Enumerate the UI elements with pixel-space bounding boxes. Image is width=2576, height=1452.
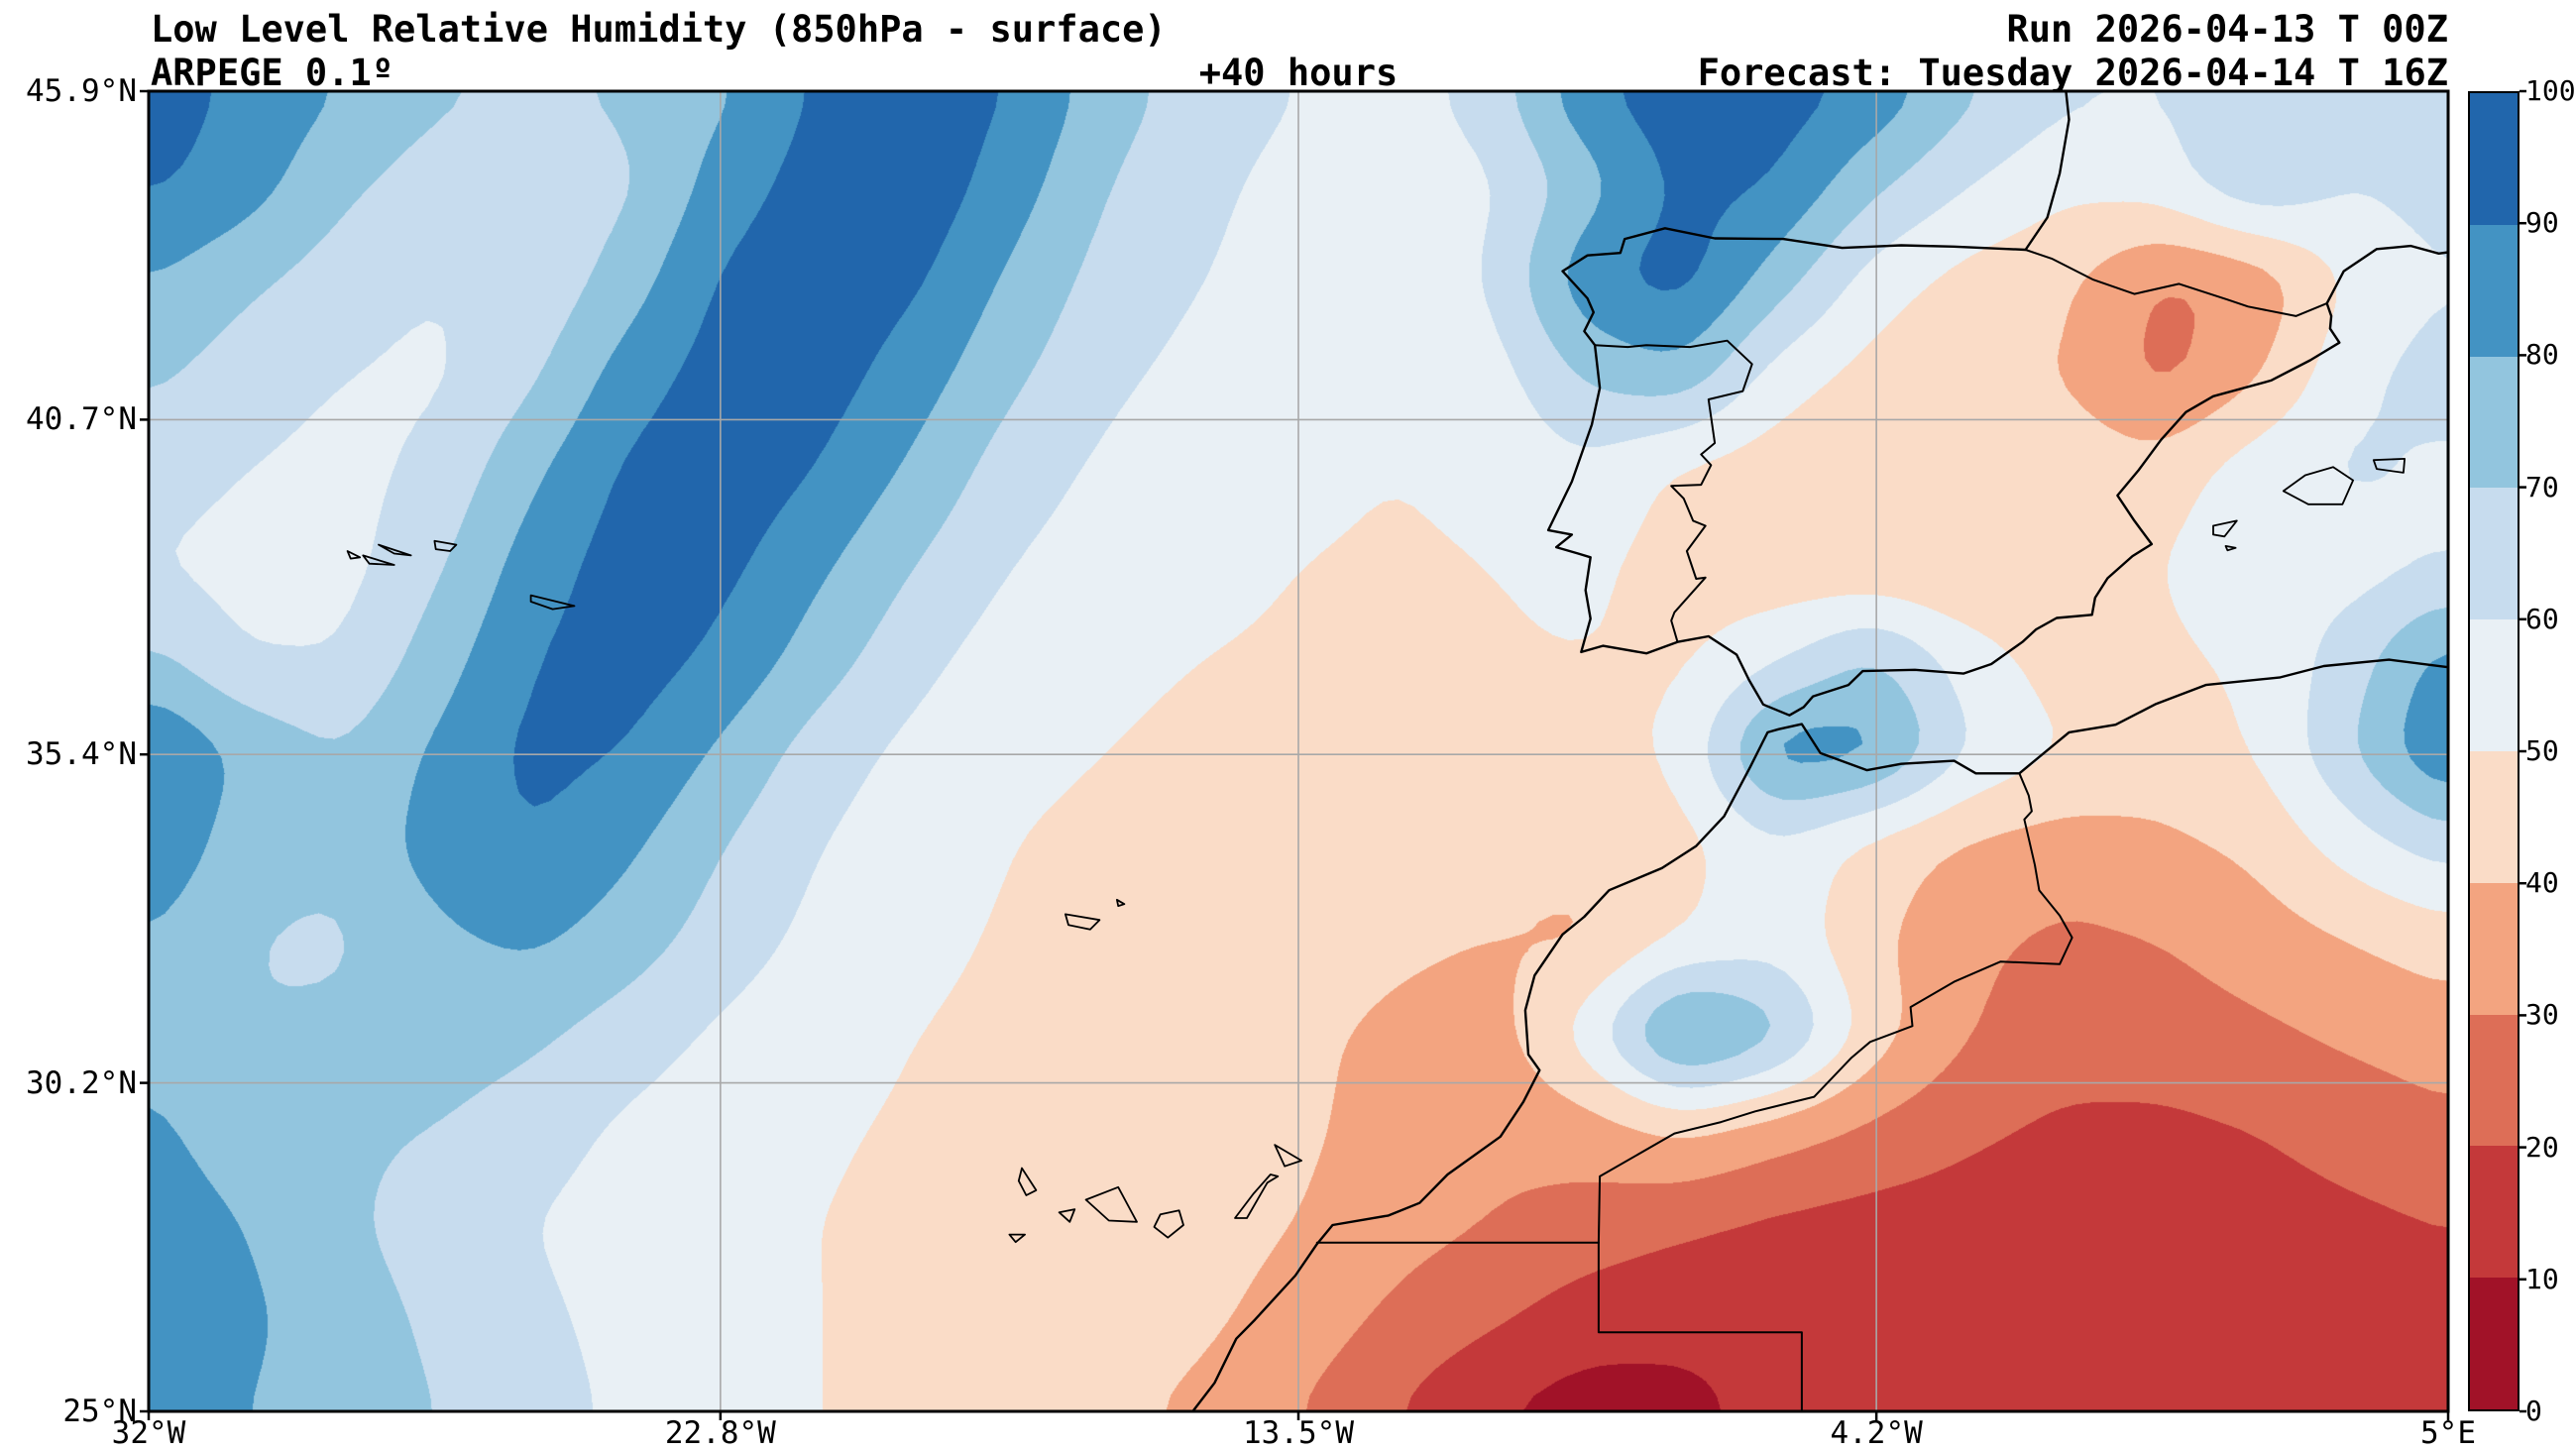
colorbar-tick-label: 40: [2525, 866, 2559, 900]
colorbar-tick-label: 50: [2525, 734, 2559, 767]
lon-tick-label: 4.2°W: [1830, 1415, 1923, 1451]
page-title: Low Level Relative Humidity (850hPa - su…: [151, 8, 1167, 51]
lat-tick-label: 35.4°N: [26, 736, 137, 773]
colorbar-tick-label: 100: [2525, 74, 2576, 107]
colorbar-tick-label: 70: [2525, 470, 2559, 503]
lon-tick-label: 22.8°W: [664, 1415, 776, 1451]
lat-tick-label: 40.7°N: [26, 401, 137, 438]
lat-tick-label: 30.2°N: [26, 1064, 137, 1101]
colorbar-tick-label: 20: [2525, 1130, 2559, 1164]
run-label: Run 2026-04-13 T 00Z: [2006, 8, 2448, 51]
colorbar-tick-label: 80: [2525, 338, 2559, 372]
colorbar-tick-label: 10: [2525, 1262, 2559, 1295]
colorbar-segment: [2470, 1146, 2518, 1279]
colorbar-segment: [2470, 488, 2518, 620]
lat-tick-label: 25°N: [62, 1394, 137, 1429]
colorbar-segment: [2470, 356, 2518, 489]
colorbar-tick-label: 30: [2525, 998, 2559, 1032]
lon-tick-label: 5°E: [2420, 1415, 2476, 1451]
model-label: ARPEGE 0.1º: [151, 52, 394, 94]
lon-tick-label: 32°W: [111, 1415, 186, 1451]
colorbar-segment: [2470, 619, 2518, 751]
colorbar-tick-label: 0: [2525, 1395, 2542, 1427]
forecast-label: Forecast: Tuesday 2026-04-14 T 16Z: [1697, 52, 2448, 94]
colorbar-segment: [2470, 882, 2518, 1015]
colorbar: [2468, 91, 2520, 1411]
lat-tick-label: 45.9°N: [26, 73, 137, 109]
colorbar-segment: [2470, 1278, 2518, 1409]
colorbar-segment: [2470, 224, 2518, 357]
colorbar-segment: [2470, 1014, 2518, 1147]
colorbar-segment: [2470, 750, 2518, 883]
lon-tick-label: 13.5°W: [1243, 1415, 1354, 1451]
colorbar-tick-label: 60: [2525, 602, 2559, 635]
lead-time-label: +40 hours: [1198, 52, 1399, 94]
colorbar-segment: [2470, 93, 2518, 225]
colorbar-tick-label: 90: [2525, 206, 2559, 240]
humidity-field-canvas: [149, 91, 2448, 1411]
